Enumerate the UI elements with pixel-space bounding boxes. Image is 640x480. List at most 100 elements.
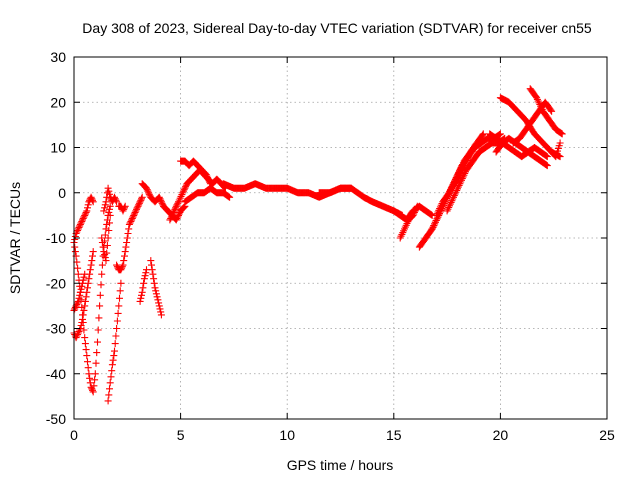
data-point bbox=[84, 284, 91, 292]
y-tick-label: -20 bbox=[46, 275, 66, 291]
data-point bbox=[172, 202, 180, 210]
data-point bbox=[104, 234, 112, 242]
data-point bbox=[130, 211, 138, 219]
data-point bbox=[151, 284, 159, 292]
data-point bbox=[179, 187, 187, 195]
data-point bbox=[103, 242, 111, 249]
data-point bbox=[169, 210, 177, 218]
data-point bbox=[140, 275, 148, 283]
y-tick-label: -40 bbox=[46, 366, 66, 382]
data-point bbox=[180, 186, 188, 194]
data-point bbox=[123, 234, 131, 242]
data-point bbox=[128, 214, 136, 222]
data-point bbox=[435, 206, 443, 214]
series-sat-g bbox=[100, 184, 121, 215]
data-point bbox=[148, 266, 156, 274]
data-point bbox=[78, 282, 86, 290]
data-point bbox=[144, 187, 152, 195]
data-point bbox=[206, 178, 214, 186]
data-point bbox=[89, 198, 97, 206]
data-point bbox=[98, 261, 106, 269]
data-point bbox=[138, 193, 146, 201]
y-tick-label: 0 bbox=[58, 185, 66, 201]
data-point bbox=[138, 291, 145, 299]
data-point bbox=[120, 257, 128, 265]
data-point bbox=[449, 180, 457, 188]
data-point bbox=[179, 189, 187, 197]
data-point bbox=[128, 216, 136, 224]
data-point bbox=[170, 208, 177, 216]
data-point bbox=[413, 202, 421, 210]
data-point bbox=[427, 210, 435, 218]
data-point bbox=[449, 195, 457, 203]
data-point bbox=[108, 361, 116, 369]
data-point bbox=[137, 294, 145, 302]
data-point bbox=[172, 216, 180, 224]
data-point bbox=[110, 352, 118, 360]
data-point bbox=[76, 220, 84, 228]
data-point bbox=[84, 201, 92, 209]
data-point bbox=[111, 195, 119, 203]
data-point bbox=[79, 276, 87, 284]
data-point bbox=[412, 205, 420, 213]
data-point bbox=[78, 319, 86, 326]
data-point bbox=[113, 317, 121, 325]
data-point bbox=[130, 210, 138, 218]
data-point bbox=[428, 225, 436, 233]
data-point bbox=[100, 207, 108, 215]
data-point bbox=[534, 97, 542, 105]
data-point bbox=[157, 198, 165, 206]
data-point bbox=[125, 225, 133, 233]
data-point bbox=[119, 261, 127, 269]
series-sat-f bbox=[104, 279, 125, 405]
series-sat-ab bbox=[492, 134, 551, 170]
data-point bbox=[136, 297, 144, 305]
data-point bbox=[74, 270, 82, 278]
y-axis-label: SDTVAR / TECUs bbox=[7, 182, 23, 294]
data-point bbox=[140, 279, 148, 287]
data-point bbox=[74, 264, 82, 272]
data-point bbox=[427, 211, 435, 219]
data-point bbox=[81, 302, 89, 310]
data-point bbox=[448, 197, 456, 205]
data-point bbox=[431, 218, 439, 226]
data-point bbox=[71, 303, 79, 311]
data-point bbox=[113, 198, 121, 206]
series-sat-j bbox=[136, 266, 150, 305]
series-sat-b bbox=[70, 202, 114, 396]
data-point bbox=[204, 174, 212, 182]
y-tick-label: -10 bbox=[46, 230, 66, 246]
data-point bbox=[451, 177, 459, 185]
data-point bbox=[155, 302, 163, 310]
data-point bbox=[108, 367, 116, 375]
data-point bbox=[109, 356, 117, 364]
data-point bbox=[81, 334, 89, 342]
data-point bbox=[81, 297, 89, 305]
x-tick-label: 25 bbox=[599, 427, 615, 443]
data-point bbox=[143, 184, 150, 192]
data-point bbox=[124, 230, 132, 237]
data-point bbox=[453, 172, 461, 180]
data-point bbox=[137, 196, 145, 204]
data-point bbox=[129, 213, 137, 221]
data-point bbox=[79, 279, 86, 287]
data-point bbox=[225, 193, 233, 201]
data-point bbox=[460, 171, 468, 179]
data-point bbox=[118, 263, 126, 271]
data-point bbox=[106, 205, 113, 213]
data-point bbox=[496, 131, 504, 138]
series-sat-c bbox=[70, 248, 97, 342]
data-point bbox=[175, 211, 182, 219]
data-point bbox=[543, 153, 551, 161]
data-point bbox=[226, 193, 234, 201]
data-point bbox=[103, 249, 111, 257]
series-sat-k bbox=[147, 257, 165, 319]
data-point bbox=[95, 314, 103, 322]
data-point bbox=[71, 233, 79, 240]
data-point bbox=[444, 205, 452, 213]
data-point bbox=[122, 243, 130, 251]
data-point bbox=[86, 379, 94, 387]
data-point bbox=[454, 170, 462, 178]
data-point bbox=[104, 397, 112, 405]
data-point bbox=[84, 204, 91, 212]
